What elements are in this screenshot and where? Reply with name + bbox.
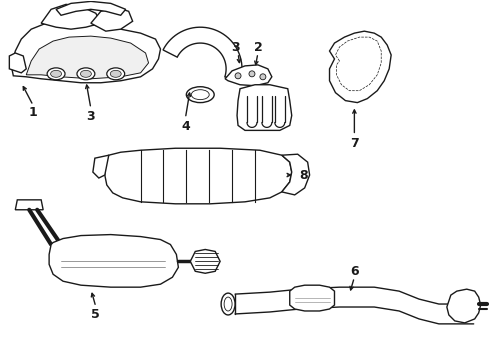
Text: 2: 2: [253, 41, 262, 54]
Polygon shape: [41, 4, 101, 29]
Ellipse shape: [77, 68, 95, 80]
Ellipse shape: [186, 87, 214, 103]
Circle shape: [235, 73, 241, 79]
Ellipse shape: [50, 70, 62, 77]
Polygon shape: [49, 235, 178, 287]
Polygon shape: [237, 85, 292, 130]
Text: 8: 8: [299, 168, 308, 181]
Polygon shape: [93, 155, 109, 178]
Polygon shape: [105, 148, 292, 204]
Polygon shape: [225, 65, 272, 86]
Ellipse shape: [191, 90, 209, 100]
Text: 6: 6: [350, 265, 359, 278]
Polygon shape: [91, 7, 133, 31]
Text: 5: 5: [92, 309, 100, 321]
Text: 4: 4: [181, 120, 190, 133]
Ellipse shape: [110, 70, 121, 77]
Ellipse shape: [80, 70, 91, 77]
Polygon shape: [26, 36, 148, 79]
Polygon shape: [447, 289, 481, 323]
Ellipse shape: [107, 68, 124, 80]
Polygon shape: [11, 21, 161, 83]
Circle shape: [260, 74, 266, 80]
Text: 3: 3: [231, 41, 240, 54]
Polygon shape: [9, 53, 26, 73]
Circle shape: [249, 71, 255, 77]
Polygon shape: [56, 1, 125, 15]
Polygon shape: [290, 285, 335, 311]
Text: 7: 7: [350, 137, 359, 150]
Ellipse shape: [47, 68, 65, 80]
Polygon shape: [329, 31, 391, 103]
Polygon shape: [15, 200, 43, 210]
Ellipse shape: [224, 297, 232, 311]
Polygon shape: [190, 249, 220, 273]
Text: 1: 1: [29, 106, 38, 119]
Text: 3: 3: [87, 110, 95, 123]
Ellipse shape: [221, 293, 235, 315]
Polygon shape: [282, 154, 310, 195]
Polygon shape: [163, 27, 242, 82]
